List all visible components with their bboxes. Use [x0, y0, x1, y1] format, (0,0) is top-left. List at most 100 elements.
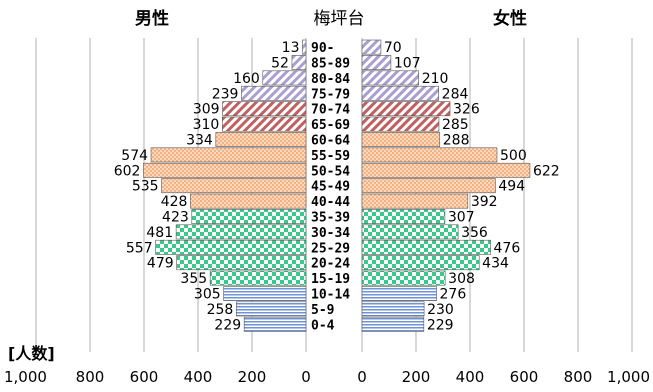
bar-female-85-89 [361, 55, 392, 70]
value-label-female-10-14: 276 [440, 287, 467, 303]
age-label-65-69: 65-69 [311, 118, 350, 133]
value-label-male-60-64: 334 [186, 133, 213, 149]
age-label-40-44: 40-44 [311, 195, 350, 210]
age-label-0-4: 0-4 [311, 318, 335, 333]
bar-female-35-39 [361, 209, 446, 224]
bar-female-10-14 [361, 286, 437, 301]
bar-female-90- [361, 39, 382, 55]
bar-female-25-29 [361, 239, 491, 255]
value-label-female-65-69: 285 [442, 117, 469, 133]
bars [143, 39, 531, 332]
value-label-male-10-14: 305 [194, 287, 221, 303]
value-label-female-0-4: 229 [427, 317, 454, 333]
value-label-female-85-89: 107 [394, 56, 421, 72]
bar-male-50-54 [143, 162, 307, 178]
value-label-male-80-84: 160 [233, 71, 260, 87]
bar-male-30-34 [175, 224, 307, 240]
value-label-male-35-39: 423 [162, 210, 189, 226]
bar-male-5-9 [236, 301, 307, 317]
bar-female-0-4 [361, 316, 425, 332]
bar-male-20-24 [176, 255, 307, 271]
value-label-male-25-29: 557 [126, 240, 153, 256]
bar-male-40-44 [190, 193, 307, 209]
value-label-male-75-79: 239 [212, 86, 239, 102]
male-header: 男性 [135, 8, 169, 29]
value-label-female-20-24: 434 [482, 256, 509, 272]
bar-female-5-9 [361, 301, 425, 317]
bar-female-75-79 [361, 85, 439, 101]
bar-male-65-69 [222, 116, 307, 132]
value-label-female-30-34: 356 [461, 225, 488, 241]
age-label-80-84: 80-84 [311, 72, 350, 87]
age-label-75-79: 75-79 [311, 87, 350, 102]
value-label-male-40-44: 428 [161, 194, 188, 210]
tick-right-800: 800 [564, 368, 593, 386]
tick-left-200: 200 [238, 368, 267, 386]
age-labels: 90-85-8980-8475-7970-7465-6960-6455-5950… [311, 41, 350, 333]
bar-male-10-14 [223, 286, 307, 301]
value-label-male-0-4: 229 [214, 317, 241, 333]
age-label-35-39: 35-39 [311, 211, 350, 226]
tick-left-400: 400 [184, 368, 213, 386]
age-label-55-59: 55-59 [311, 149, 350, 164]
value-label-female-45-49: 494 [498, 179, 525, 195]
value-label-male-85-89: 52 [271, 56, 289, 72]
age-label-60-64: 60-64 [311, 134, 350, 149]
bar-female-70-74 [361, 101, 451, 117]
value-label-female-35-39: 307 [448, 210, 475, 226]
bar-female-15-19 [361, 270, 446, 286]
value-label-male-20-24: 479 [147, 256, 174, 272]
bar-male-45-49 [161, 178, 307, 194]
tick-left-0: 0 [301, 368, 311, 386]
age-label-5-9: 5-9 [311, 303, 334, 318]
value-label-female-90-: 70 [384, 40, 402, 56]
tick-left-1000: 1,000 [4, 368, 47, 386]
bar-female-65-69 [361, 116, 440, 132]
value-label-female-60-64: 288 [443, 133, 470, 149]
age-label-20-24: 20-24 [311, 257, 350, 272]
bar-female-30-34 [361, 224, 459, 240]
value-label-male-5-9: 258 [207, 302, 234, 318]
value-label-female-15-19: 308 [448, 271, 475, 287]
age-label-90-: 90- [311, 41, 334, 56]
tick-labels: 1,000 800 600 400 200 0 0 200 400 600 800 1,000 [4, 368, 650, 386]
age-label-85-89: 85-89 [311, 57, 350, 72]
value-label-female-55-59: 500 [500, 148, 527, 164]
value-label-male-70-74: 309 [193, 102, 220, 118]
bar-female-55-59 [361, 147, 498, 163]
value-label-male-90-: 13 [282, 40, 300, 56]
bar-male-15-19 [209, 270, 307, 286]
tick-left-600: 600 [130, 368, 159, 386]
age-label-25-29: 25-29 [311, 241, 350, 256]
tick-right-600: 600 [510, 368, 539, 386]
bar-female-45-49 [361, 178, 496, 194]
value-labels: 13 70 52 107 160 210 239 284 309 326 310 285 334 288 5… [114, 40, 560, 333]
tick-left-800: 800 [76, 368, 105, 386]
value-label-male-65-69: 310 [193, 117, 220, 133]
value-label-female-75-79: 284 [442, 86, 469, 102]
bar-male-35-39 [191, 209, 307, 224]
value-label-female-70-74: 326 [453, 102, 480, 118]
bar-female-80-84 [361, 70, 420, 86]
age-label-70-74: 70-74 [311, 103, 350, 118]
chart-title: 梅坪台 [314, 9, 365, 29]
age-label-30-34: 30-34 [311, 226, 350, 241]
tick-right-0: 0 [357, 368, 367, 386]
bar-female-40-44 [361, 193, 469, 209]
value-label-female-5-9: 230 [427, 302, 454, 318]
value-label-male-50-54: 602 [114, 163, 141, 179]
female-header: 女性 [493, 8, 527, 29]
unit-label: [人数] [8, 344, 55, 363]
age-label-45-49: 45-49 [311, 180, 350, 195]
value-label-female-40-44: 392 [471, 194, 498, 210]
value-label-male-55-59: 574 [121, 148, 148, 164]
bar-male-60-64 [215, 132, 307, 147]
value-label-female-25-29: 476 [494, 240, 521, 256]
bar-male-75-79 [241, 85, 307, 101]
age-label-15-19: 15-19 [311, 272, 350, 287]
age-label-10-14: 10-14 [311, 288, 350, 303]
bar-female-60-64 [361, 132, 441, 147]
value-label-male-30-34: 481 [146, 225, 173, 241]
age-label-50-54: 50-54 [311, 164, 350, 179]
